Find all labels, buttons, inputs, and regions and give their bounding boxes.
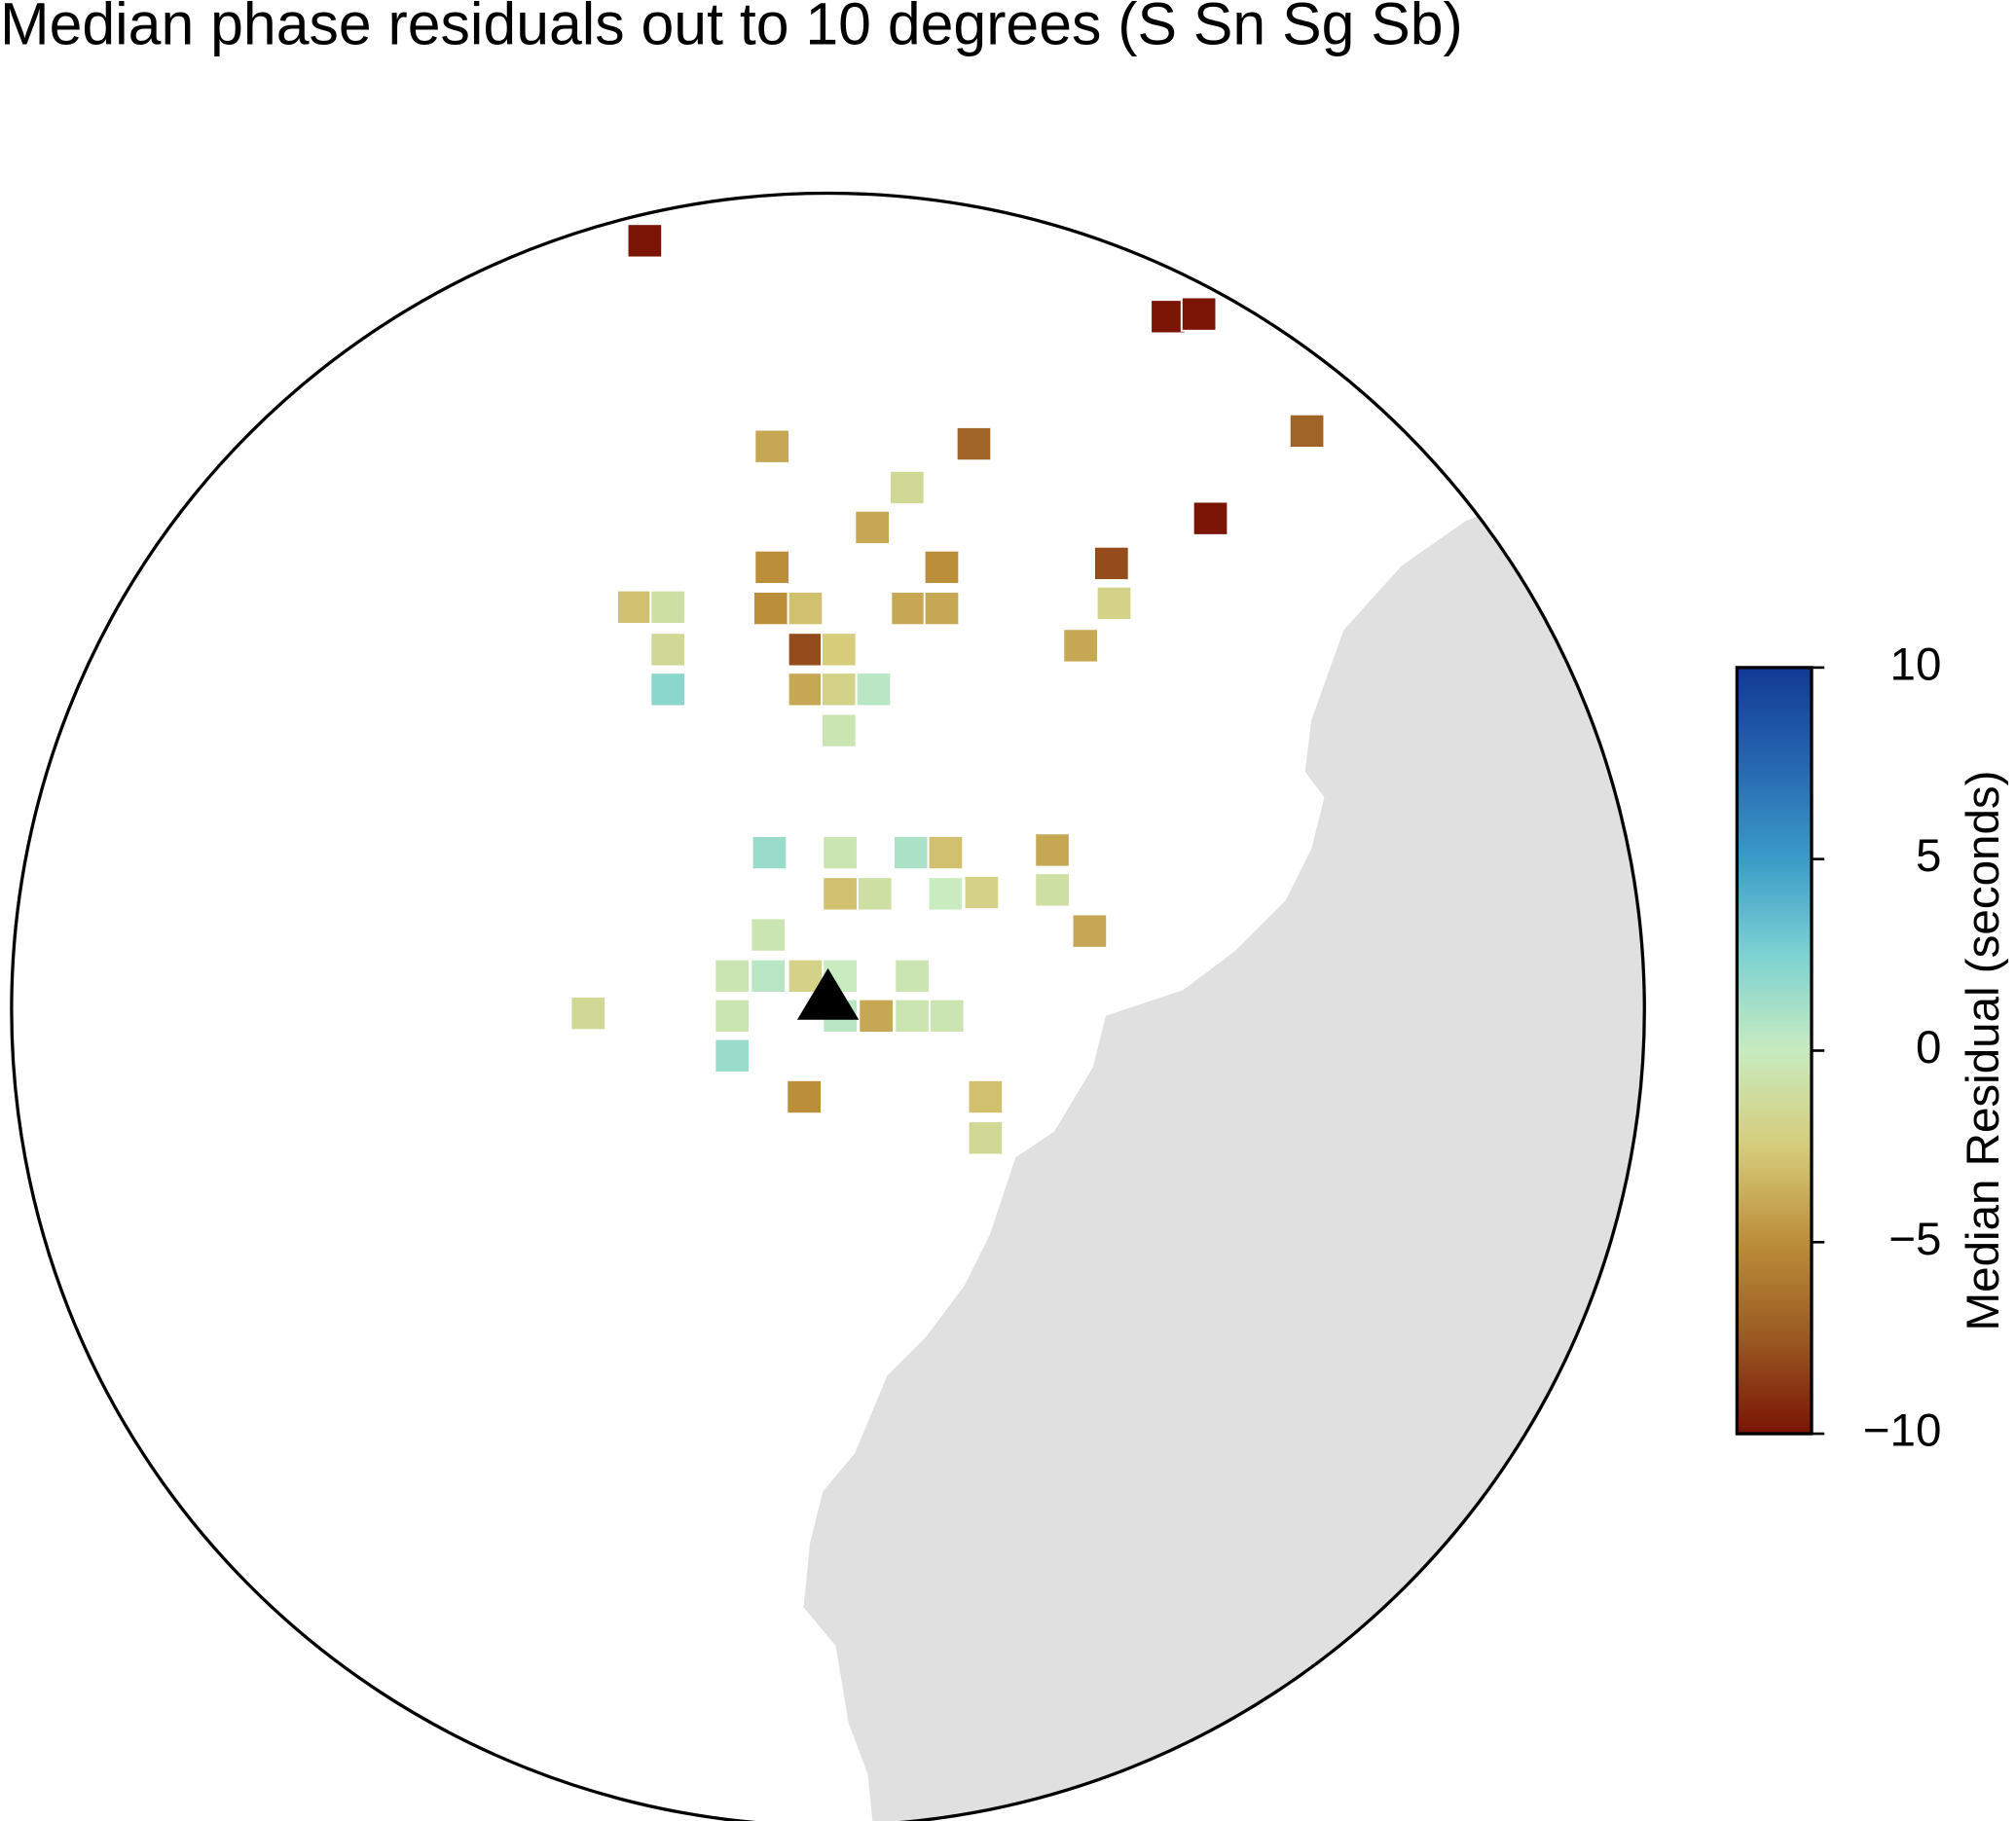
colorbar-tick-label: 10 [1890,638,1942,690]
map-frame [10,192,1646,1821]
residual-cell [967,1120,1005,1156]
residual-cell [1180,296,1218,332]
residual-cell [787,632,825,668]
residual-cell [955,425,993,462]
residual-cell [714,998,751,1034]
residual-cell [1034,872,1071,908]
residual-cell [569,996,607,1032]
residual-cell [854,509,891,546]
residual-cell [626,223,664,259]
residual-cell [894,998,931,1034]
residual-cell [1071,913,1109,949]
residual-cell [894,958,931,995]
residual-cell [927,876,965,912]
residual-cell [963,874,1001,911]
colorbar-tick-label: −5 [1888,1214,1941,1265]
residual-cell [1191,500,1229,536]
residual-cell [820,672,858,708]
residual-cell [1034,832,1071,868]
residual-cell [750,958,787,995]
residual-cell [1095,585,1133,621]
residual-cell [787,590,825,627]
residual-cell [751,590,789,627]
residual-cell [1150,299,1187,335]
residual-cell [787,672,825,708]
residual-cell [786,1078,823,1115]
residual-cell [890,590,927,627]
residual-cell [892,834,930,871]
residual-cell [856,876,894,912]
residual-cell [822,876,859,912]
residual-cell [751,834,788,871]
residual-cell [753,549,790,586]
residual-cell [928,998,966,1034]
residual-cell [714,958,751,995]
residual-cell [888,469,926,506]
residual-cell [923,590,961,627]
residual-cell [714,1038,751,1074]
colorbar-tick-label: 5 [1916,830,1941,882]
residual-cell [649,672,686,708]
residual-cell [820,712,858,748]
residual-cell [649,589,686,625]
residual-cell [820,632,858,668]
residual-cell [858,998,895,1034]
residual-cell [927,834,965,871]
residual-cell [855,672,893,708]
station-marker [796,967,860,1020]
colorbar-label: Median Residual (seconds) [1958,770,2009,1330]
residual-cell [750,917,787,953]
colorbar-tick-label: 0 [1916,1022,1941,1074]
residual-cell [753,428,790,464]
residual-cell [967,1078,1005,1115]
residual-cell [1062,628,1099,664]
residual-cell [822,834,859,871]
chart-title: Median phase residuals out to 10 degrees… [0,0,1463,56]
residual-cell [1093,545,1130,582]
residual-cell [923,549,961,586]
residual-cell [649,632,686,668]
residual-cell [1288,413,1326,450]
colorbar-tick-label: −10 [1863,1405,1942,1457]
colorbar [1735,666,1814,1436]
residual-cell [615,589,653,625]
